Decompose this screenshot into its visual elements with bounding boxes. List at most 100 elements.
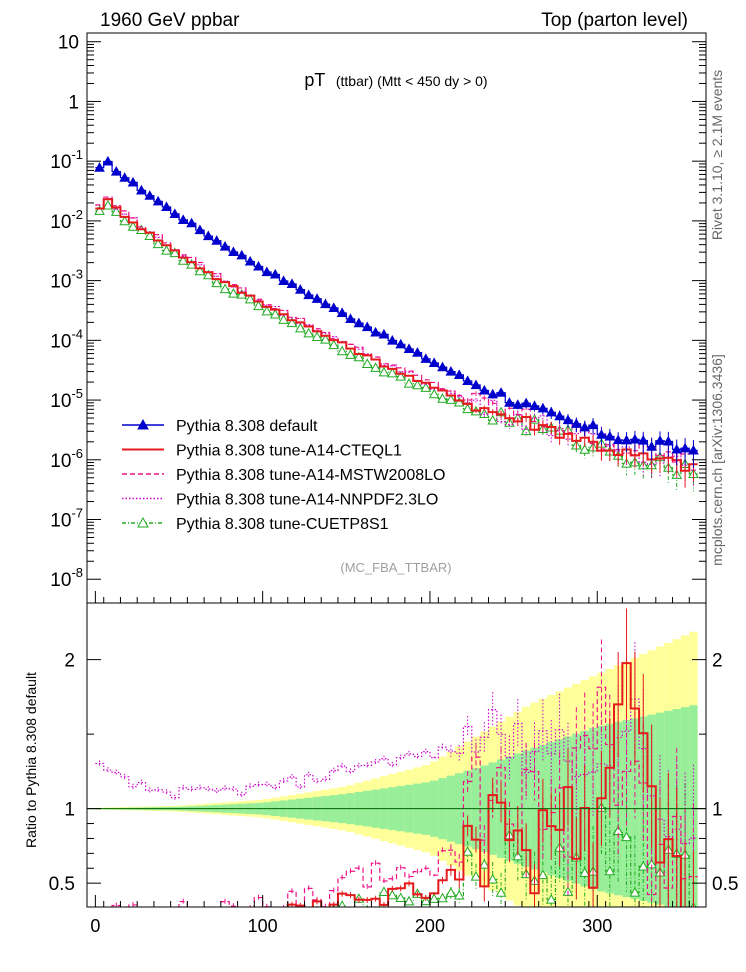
data-point-marker: [202, 230, 214, 241]
data-point-marker: [103, 914, 112, 922]
ratio-tick-label: 0.5: [49, 874, 75, 895]
legend: Pythia 8.308 default Pythia 8.308 tune-A1…: [122, 418, 445, 533]
data-point-marker: [353, 317, 365, 328]
x-axis: 0 100 200 300: [86, 591, 707, 936]
ratio-tick-label: 1: [64, 800, 75, 821]
data-point-marker: [621, 434, 632, 445]
data-point-marker: [512, 399, 524, 409]
data-point-marker: [303, 327, 315, 338]
data-point-marker: [378, 886, 390, 896]
legend-entry: Pythia 8.308 default: [122, 418, 318, 435]
data-point-marker: [688, 444, 699, 455]
y-tick-label: 10-8: [50, 565, 83, 591]
upper-series-group: [94, 155, 699, 492]
rivet-label: Rivet 3.1.10, ≥ 2.1M events: [709, 70, 725, 240]
data-point-marker: [462, 375, 473, 386]
data-point-marker: [228, 288, 239, 298]
data-point-marker: [361, 358, 373, 368]
data-point-marker: [253, 300, 264, 311]
data-point-marker: [487, 873, 499, 884]
data-point-marker: [679, 442, 691, 453]
data-point-marker: [386, 889, 398, 900]
legend-label: Pythia 8.308 tune-A14-MSTW2008LO: [176, 467, 445, 484]
data-point-marker: [338, 900, 346, 907]
data-point-marker: [136, 184, 147, 195]
data-point-marker: [311, 331, 323, 342]
data-point-marker: [470, 870, 482, 881]
data-point-marker: [294, 284, 306, 294]
data-point-marker: [395, 892, 407, 903]
data-point-marker: [283, 906, 284, 907]
data-point-marker: [129, 919, 138, 927]
data-point-marker: [487, 414, 499, 425]
data-point-marker: [654, 435, 666, 445]
data-point-marker: [412, 379, 423, 390]
legend-label: Pythia 8.308 default: [176, 418, 318, 435]
data-point-marker: [170, 925, 179, 933]
data-point-marker: [244, 293, 256, 304]
data-point-marker: [202, 269, 214, 280]
data-point-marker: [629, 433, 641, 444]
legend-entry: Pythia 8.308 tune-CUETP8S1: [122, 516, 389, 533]
data-point-marker: [127, 221, 139, 231]
data-point-marker: [437, 393, 448, 403]
data-point-marker: [328, 339, 340, 350]
data-point-marker: [604, 865, 616, 876]
data-point-marker: [294, 322, 306, 333]
data-point-marker: [453, 889, 465, 900]
data-point-marker: [395, 371, 407, 381]
data-point-marker: [420, 353, 432, 363]
data-point-marker: [102, 155, 114, 166]
ratio-series-group: [95, 608, 698, 933]
series-0: [94, 155, 699, 468]
legend-label: Pythia 8.308 tune-A14-CTEQL1: [176, 443, 402, 460]
legend-entry: Pythia 8.308 tune-A14-MSTW2008LO: [122, 467, 445, 484]
y-tick-label: 10-2: [50, 207, 83, 233]
x-tick-label: 200: [415, 916, 445, 936]
data-point-marker: [186, 259, 197, 269]
legend-entry: Pythia 8.308 tune-A14-CTEQL1: [122, 443, 402, 460]
data-point-marker: [144, 230, 156, 241]
data-point-marker: [520, 397, 532, 408]
data-point-marker: [453, 369, 465, 379]
data-point-marker: [296, 914, 305, 922]
data-point-marker: [554, 410, 565, 421]
watermark: (MC_FBA_TTBAR): [340, 560, 451, 575]
x-tick-label: 0: [90, 916, 100, 936]
data-point-marker: [261, 266, 273, 277]
data-point-marker: [562, 414, 574, 425]
data-point-marker: [162, 920, 171, 928]
data-point-marker: [94, 162, 105, 172]
series-line: [95, 698, 698, 845]
data-point-marker: [529, 400, 540, 410]
x-tick-label: 100: [248, 916, 278, 936]
data-point-marker: [211, 235, 223, 245]
data-point-marker: [286, 278, 298, 289]
y-tick-label: 1: [68, 92, 79, 113]
y-tick-label: 10-1: [50, 147, 83, 173]
data-point-marker: [179, 918, 188, 926]
data-point-marker: [320, 334, 331, 344]
data-point-marker: [316, 905, 318, 907]
data-point-marker: [370, 326, 381, 337]
ratio-y-label: Ratio to Pythia 8.308 default: [23, 672, 39, 848]
data-point-marker: [478, 859, 490, 869]
data-point-marker: [445, 366, 457, 376]
x-tick-label: 300: [582, 916, 612, 936]
legend-entry: Pythia 8.308 tune-A14-NNPDF2.3LO: [122, 492, 438, 509]
data-point-marker: [412, 347, 423, 357]
data-point-marker: [137, 516, 149, 528]
data-point-marker: [161, 244, 172, 255]
data-point-marker: [350, 906, 351, 907]
data-point-marker: [236, 289, 248, 299]
data-point-marker: [637, 434, 649, 445]
data-point-marker: [445, 394, 457, 404]
data-point-marker: [545, 406, 557, 417]
data-point-marker: [269, 308, 281, 319]
data-point-marker: [428, 893, 440, 903]
data-point-marker: [353, 351, 365, 362]
data-point-marker: [261, 305, 273, 316]
data-point-marker: [345, 313, 356, 323]
data-point-marker: [403, 895, 415, 906]
